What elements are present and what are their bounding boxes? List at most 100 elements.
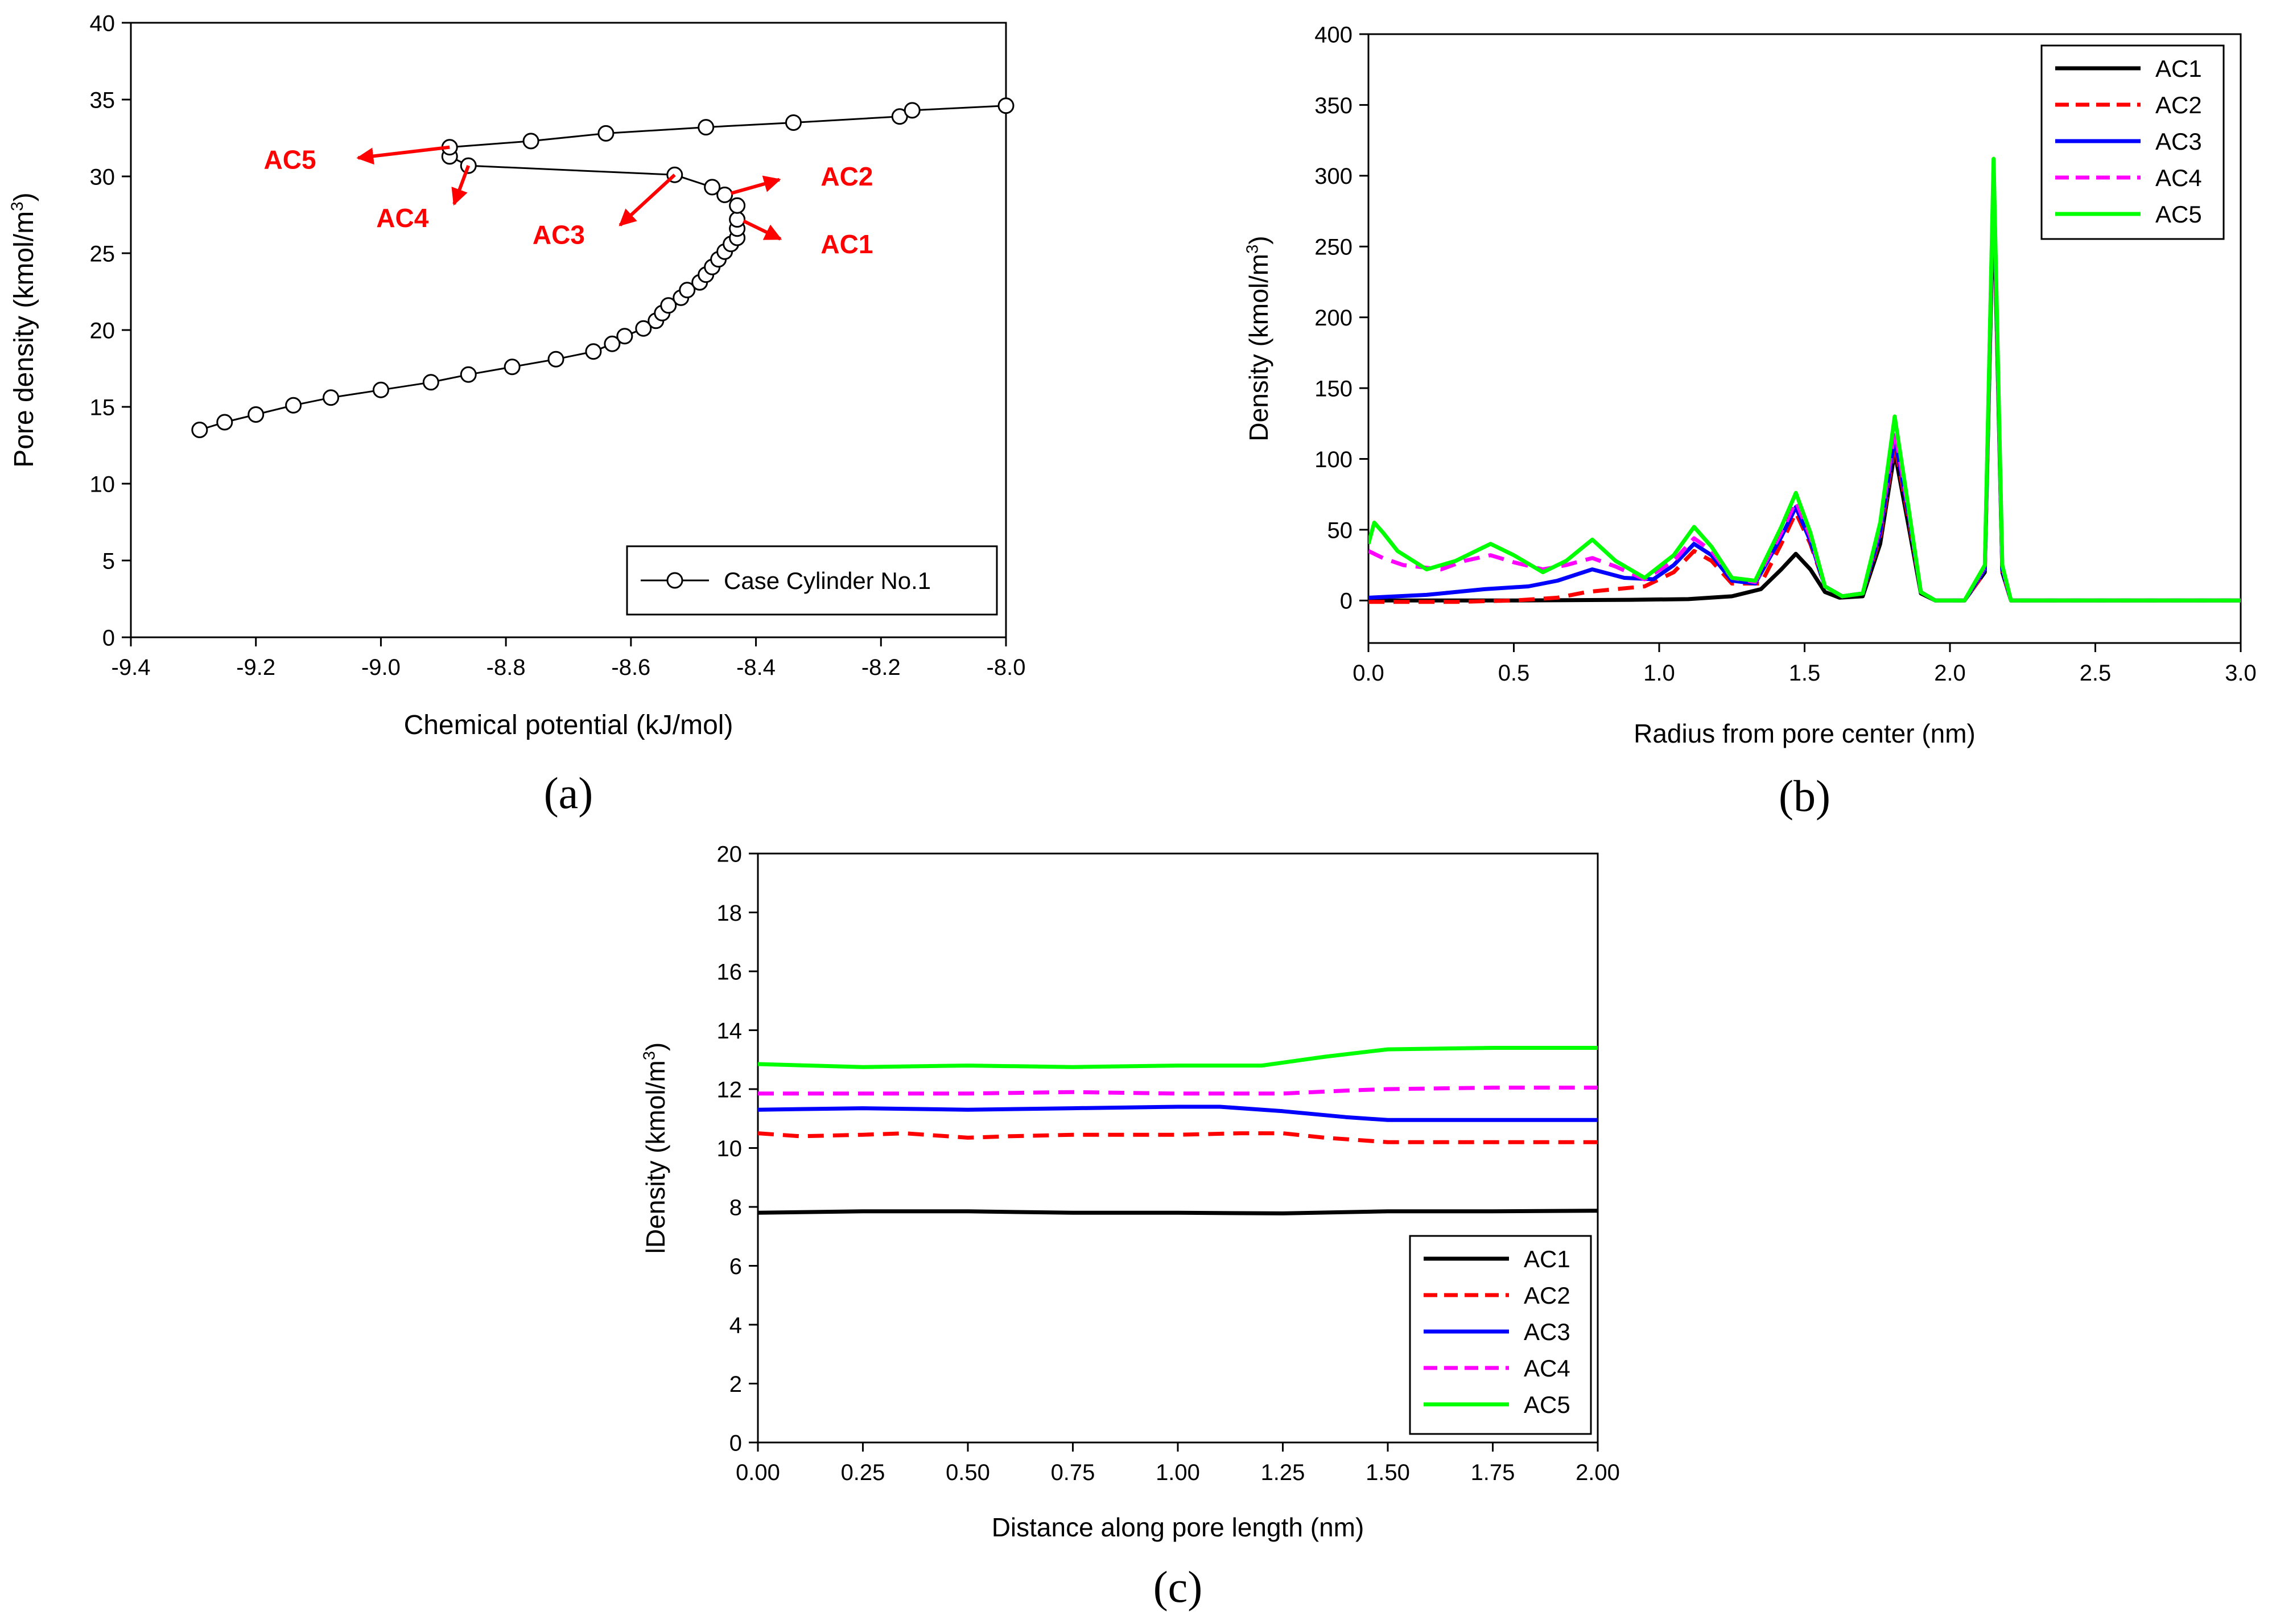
legend-label: AC3 (2155, 128, 2202, 155)
x-tick-label: -9.2 (236, 655, 275, 680)
data-point (604, 335, 621, 352)
x-tick-label: 1.75 (1471, 1460, 1515, 1485)
panel-label: (b) (1779, 771, 1830, 821)
series-group (199, 105, 1006, 431)
data-point (635, 320, 652, 337)
y-tick-label: 18 (717, 901, 743, 926)
y-tick-label: 10 (90, 472, 116, 497)
data-point (704, 179, 721, 196)
y-axis-label: Density (kmol/m3) (1244, 236, 1273, 441)
data-point (698, 119, 715, 136)
data-point (716, 186, 733, 203)
data-point (323, 389, 340, 406)
legend-label: AC4 (2155, 164, 2202, 191)
y-tick-label: 20 (90, 318, 116, 343)
annotation-label: AC2 (820, 162, 873, 191)
data-point (616, 328, 633, 345)
y-axis-label: Pore density (kmol/m3) (8, 192, 39, 467)
x-tick-label: 2.5 (2080, 661, 2112, 686)
y-axis-label: lDensity (kmol/m3) (641, 1042, 670, 1254)
data-point (904, 102, 921, 119)
series-line-ac1 (1368, 188, 2241, 603)
y-tick-label: 20 (717, 842, 743, 867)
legend-box (626, 545, 998, 616)
series-group (1368, 156, 2241, 604)
legend-box (1409, 1235, 1592, 1435)
x-axis-label: Chemical potential (kJ/mol) (404, 710, 733, 740)
y-tick-label: 8 (729, 1195, 742, 1220)
data-point (585, 343, 602, 360)
legend-label: AC3 (1524, 1318, 1570, 1345)
x-tick-label: 1.00 (1156, 1460, 1200, 1485)
y-tick-label: 14 (717, 1019, 743, 1044)
y-tick-label: 300 (1314, 164, 1353, 189)
data-point (729, 197, 746, 214)
y-tick-label: 350 (1314, 93, 1353, 118)
annotation-arrow (451, 165, 471, 206)
y-tick-label: 0 (729, 1431, 742, 1456)
y-tick-label: 30 (90, 164, 116, 189)
panel-label: (a) (544, 768, 593, 818)
x-tick-label: 0.75 (1051, 1460, 1095, 1485)
annotation-label: AC1 (820, 229, 873, 259)
data-point (522, 133, 539, 150)
series-line-ac5 (758, 1046, 1598, 1069)
y-tick-label: 25 (90, 241, 116, 266)
series-line-ac5 (1368, 156, 2241, 603)
x-tick-label: 1.0 (1643, 661, 1675, 686)
y-tick-label: 250 (1314, 235, 1353, 260)
legend-label: AC1 (1524, 1246, 1570, 1272)
series-line-case-cylinder-no-1 (199, 105, 1006, 431)
y-tick-label: 50 (1327, 518, 1353, 543)
annotation-label: AC3 (533, 220, 585, 250)
data-point (660, 297, 677, 314)
x-tick-label: 2.0 (1934, 661, 1966, 686)
x-tick-label: -8.8 (486, 655, 526, 680)
y-tick-label: 2 (729, 1372, 742, 1397)
series-line-ac4 (758, 1085, 1598, 1096)
data-point (285, 397, 302, 414)
legend-label: AC5 (2155, 201, 2202, 228)
x-tick-label: -8.0 (987, 655, 1026, 680)
annotation-label: AC4 (376, 203, 428, 233)
data-point (597, 125, 615, 142)
x-tick-label: 3.0 (2225, 661, 2257, 686)
data-point (422, 374, 439, 391)
data-point (372, 381, 389, 398)
x-tick-label: -8.2 (861, 655, 901, 680)
data-point (679, 282, 696, 299)
y-tick-label: 6 (729, 1254, 742, 1279)
data-point (191, 422, 208, 438)
y-tick-label: 4 (729, 1313, 742, 1338)
x-tick-label: -8.6 (611, 655, 650, 680)
chart-panel-b: 0.0 0.5 1.0 1.5 2.0 2.5 3.0 0 50 100 150 200 250 300 3… (1244, 22, 2257, 821)
y-tick-label: 40 (90, 11, 116, 36)
x-axis-label: Distance along pore length (nm) (992, 1512, 1364, 1542)
series-group (758, 1046, 1598, 1215)
annotation-label: AC5 (264, 145, 316, 174)
y-tick-label: 0 (1340, 589, 1353, 614)
legend: AC1 AC2 AC3 AC4 AC5 (2040, 44, 2225, 240)
plot-frame (130, 22, 1007, 638)
y-tick-label: 35 (90, 88, 116, 113)
y-tick-label: 0 (102, 625, 115, 650)
x-tick-label: -9.4 (112, 655, 151, 680)
legend-label: AC4 (1524, 1355, 1570, 1382)
x-axis-label: Radius from pore center (nm) (1634, 719, 1976, 748)
y-tick-label: 200 (1314, 306, 1353, 331)
data-point (504, 358, 521, 376)
legend: AC1 AC2 AC3 AC4 AC5 (1409, 1235, 1592, 1435)
data-point (216, 414, 233, 431)
legend-label: AC2 (1524, 1282, 1570, 1309)
data-point (729, 211, 746, 228)
legend-marker (666, 572, 683, 589)
series-line-ac3 (758, 1104, 1598, 1122)
x-tick-label: 0.50 (946, 1460, 990, 1485)
x-tick-label: 2.00 (1576, 1460, 1620, 1485)
data-point (997, 97, 1015, 114)
x-tick-label: 0.00 (736, 1460, 780, 1485)
x-tick-label: 0.0 (1353, 661, 1384, 686)
y-tick-label: 15 (90, 395, 116, 420)
y-tick-label: 10 (717, 1136, 743, 1161)
